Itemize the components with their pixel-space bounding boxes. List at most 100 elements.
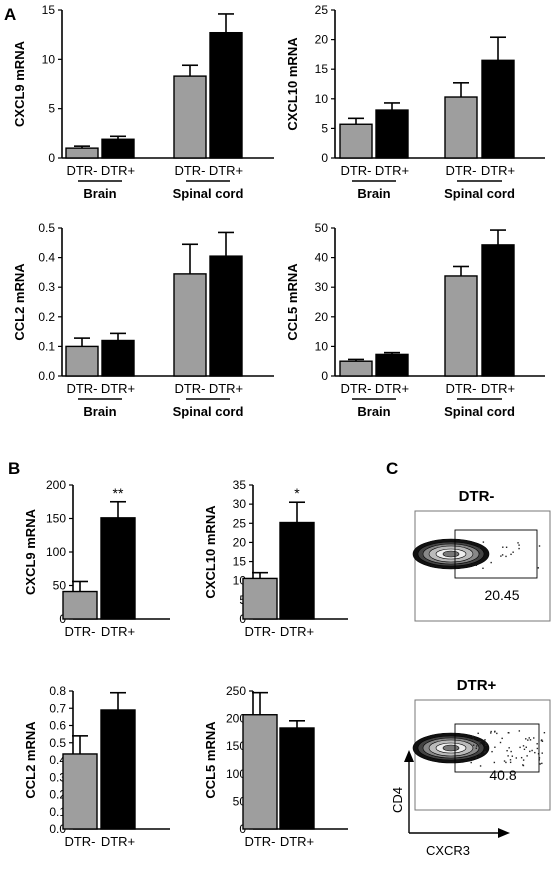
y-tick-label: 15: [42, 3, 56, 17]
bar: [62, 753, 98, 830]
bar: [65, 345, 99, 377]
y-tick-label: 0.3: [38, 280, 55, 294]
y-tick-label: 35: [233, 478, 247, 492]
category-label: DTR-: [340, 381, 371, 396]
bar: [209, 255, 243, 377]
group-label: Spinal cord: [173, 186, 244, 201]
category-label: DTR-: [64, 834, 95, 849]
y-tick-label: 100: [46, 545, 66, 559]
category-label: DTR+: [375, 381, 409, 396]
event-dots: [475, 541, 541, 569]
bar: [101, 339, 135, 377]
y-tick-label: 30: [233, 497, 247, 511]
panel-label-b: B: [8, 459, 20, 478]
category-label: DTR-: [445, 381, 476, 396]
flow-axes: CD4 CXCR3: [390, 750, 510, 858]
y-tick-label: 20: [315, 33, 329, 47]
category-label: DTR-: [174, 381, 205, 396]
chart-a-cxcl10: 0 5 10 15 20 25 CXCL10 mRNA DTR- DTR+ DTR- DTR+ Bra…: [285, 3, 545, 201]
y-tick-label: 20: [233, 535, 247, 549]
category-label: DTR+: [481, 381, 515, 396]
flow-cytometry-panel: DTR- 20.45 DTR+ 40.8 CD4 CXCR3: [390, 488, 551, 858]
y-tick-label: 5: [48, 102, 55, 116]
flow-plot-1: DTR- 20.45: [412, 488, 551, 622]
y-tick-label: 0.1: [49, 805, 66, 819]
y-tick-label: 40: [315, 251, 329, 265]
flow-plot-title: DTR-: [459, 488, 495, 505]
y-axis-label: CCL2 mRNA: [12, 263, 27, 341]
y-tick-label: 200: [226, 712, 246, 726]
category-label: DTR+: [101, 381, 135, 396]
bar: [100, 709, 136, 830]
y-axis-label: CXCL10 mRNA: [285, 37, 300, 131]
y-tick-label: 200: [46, 478, 66, 492]
significance-annotation: *: [294, 485, 300, 501]
y-tick-label: 5: [321, 121, 328, 135]
group-label: Spinal cord: [444, 404, 515, 419]
y-tick-label: 10: [315, 92, 329, 106]
y-tick-label: 0.2: [49, 788, 66, 802]
chart-b-ccl2: 0.0 0.1 0.2 0.3 0.4 0.5 0.6 0.7 0.8 CCL2 mRNA DTR-…: [23, 684, 170, 849]
category-label: DTR-: [66, 163, 97, 178]
y-tick-label: 0.2: [38, 310, 55, 324]
bar: [62, 590, 98, 620]
bar: [173, 75, 207, 159]
cxcr3-arrow-head: [498, 828, 510, 838]
group-label: Spinal cord: [173, 404, 244, 419]
category-label: DTR-: [244, 624, 275, 639]
y-tick-label: 0.6: [49, 719, 66, 733]
y-tick-label: 0.0: [38, 369, 55, 383]
y-axis-label: CCL2 mRNA: [23, 721, 38, 799]
flow-x-axis-label: CXCR3: [426, 843, 470, 858]
category-label: DTR-: [244, 834, 275, 849]
y-tick-label: 150: [226, 739, 246, 753]
y-axis-label: CXCL10 mRNA: [203, 505, 218, 599]
category-label: DTR-: [340, 163, 371, 178]
category-label: DTR+: [209, 381, 243, 396]
bar: [242, 714, 278, 830]
category-label: DTR+: [375, 163, 409, 178]
y-tick-label: 0.4: [49, 753, 66, 767]
group-label: Brain: [357, 186, 390, 201]
group-label: Brain: [357, 404, 390, 419]
charts-layer: 0 5 10 15 CXCL9 mRNA DTR- DTR+ DTR- DTR+ Brain Spi…: [12, 3, 545, 849]
y-tick-label: 0.3: [49, 770, 66, 784]
y-axis-label: CXCL9 mRNA: [12, 40, 27, 127]
significance-annotation: **: [113, 485, 124, 501]
y-tick-label: 15: [233, 555, 247, 569]
y-tick-label: 0.8: [49, 684, 66, 698]
y-tick-label: 25: [315, 3, 329, 17]
y-tick-label: 0.5: [38, 221, 55, 235]
y-tick-label: 0.0: [49, 822, 66, 836]
bar: [279, 521, 315, 620]
category-label: DTR-: [445, 163, 476, 178]
bar: [481, 244, 515, 377]
bar: [375, 353, 409, 377]
bar: [242, 577, 278, 620]
y-axis-label: CXCL9 mRNA: [23, 508, 38, 595]
chart-a-cxcl9: 0 5 10 15 CXCL9 mRNA DTR- DTR+ DTR- DTR+ Brain Spi…: [12, 3, 274, 201]
y-tick-label: 0: [321, 151, 328, 165]
bar: [101, 138, 135, 159]
bar: [100, 517, 136, 620]
flow-y-axis-label: CD4: [390, 787, 405, 813]
y-tick-label: 10: [315, 339, 329, 353]
flow-plot-title: DTR+: [457, 677, 497, 694]
gate-rectangle: [454, 723, 540, 773]
y-tick-label: 0.4: [38, 251, 55, 265]
bar: [173, 273, 207, 377]
bar: [444, 96, 478, 159]
y-tick-label: 50: [315, 221, 329, 235]
cell-population-contour: [412, 732, 490, 764]
flow-plot-2: DTR+ 40.8: [412, 677, 551, 811]
category-label: DTR+: [101, 624, 135, 639]
cd4-arrow-head: [404, 750, 414, 762]
group-label: Brain: [83, 404, 116, 419]
event-dots: [470, 730, 546, 767]
gate-rectangle: [454, 529, 538, 579]
group-label: Brain: [83, 186, 116, 201]
